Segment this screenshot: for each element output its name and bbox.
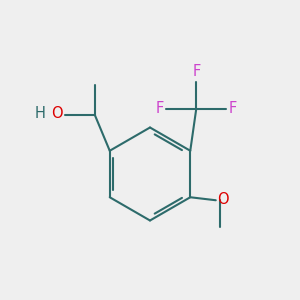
- Text: F: F: [192, 64, 200, 80]
- Text: O: O: [217, 192, 229, 207]
- Text: F: F: [229, 101, 237, 116]
- Text: O: O: [52, 106, 63, 122]
- Text: H: H: [34, 106, 45, 122]
- Text: F: F: [156, 101, 164, 116]
